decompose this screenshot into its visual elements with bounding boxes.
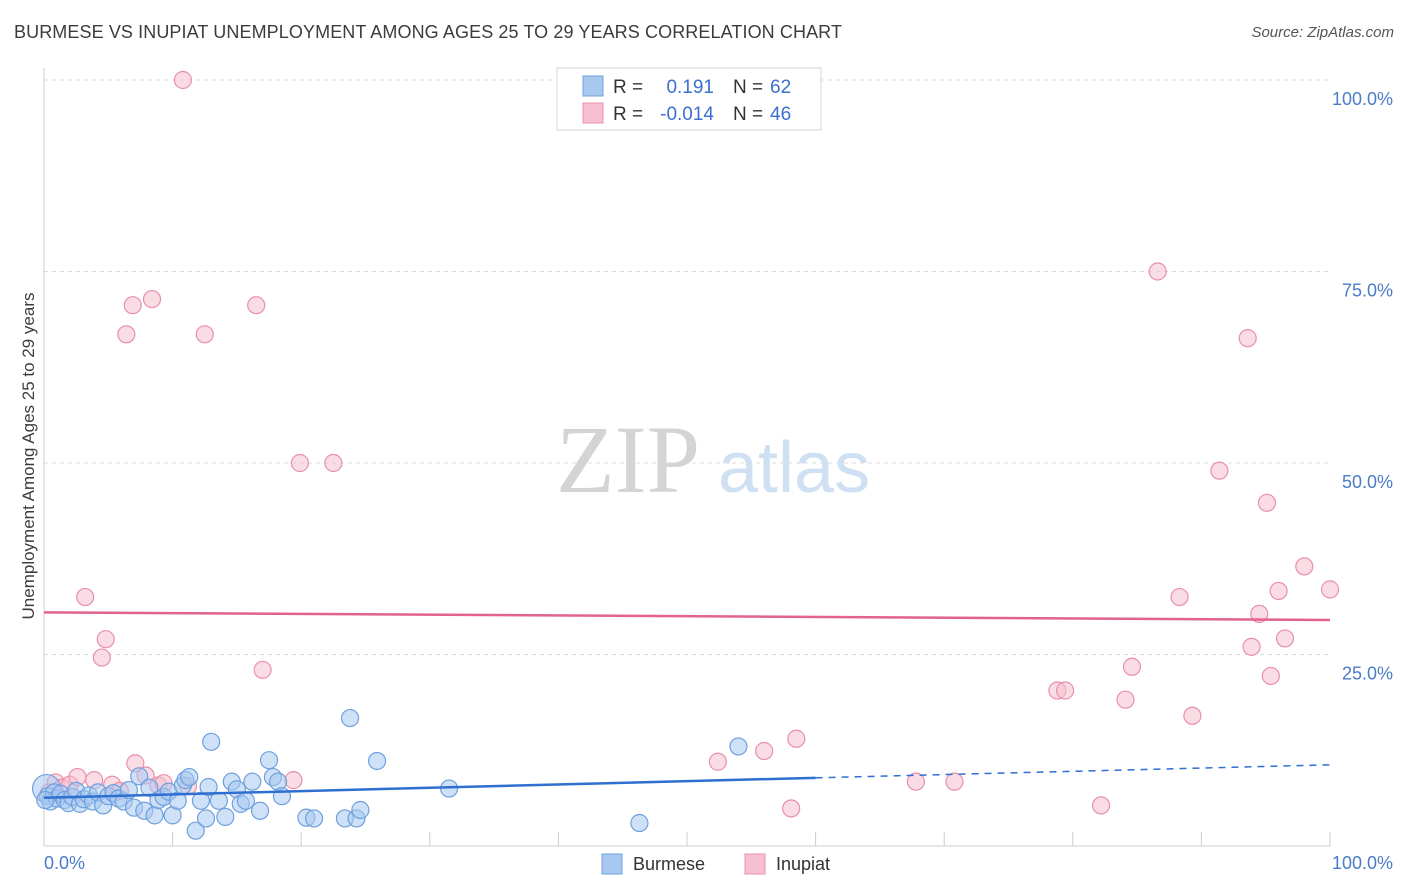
burmese-point (243, 772, 262, 791)
legend-r-label-burmese: R = (613, 77, 643, 98)
burmese-points (31, 708, 748, 840)
bottom-legend-label-burmese: Burmese (633, 854, 705, 874)
y-axis-label: Unemployment Among Ages 25 to 29 years (19, 293, 38, 620)
legend-swatch-burmese (582, 75, 604, 97)
inupiat-point (253, 660, 272, 679)
inupiat-point (1269, 581, 1288, 601)
inupiat-point (324, 453, 343, 473)
y-tick-labels: 25.0% 50.0% 75.0% 100.0% (1332, 89, 1393, 684)
bottom-legend-label-inupiat: Inupiat (776, 854, 830, 874)
inupiat-point (755, 741, 774, 761)
inupiat-point (906, 772, 926, 791)
inupiat-point (1091, 796, 1111, 815)
inupiat-point (1170, 587, 1189, 607)
inupiat-point (123, 296, 142, 315)
burmese-point (191, 791, 210, 810)
burmese-point (351, 800, 370, 820)
bottom-legend-swatch-burmese (601, 853, 623, 875)
inupiat-point (787, 729, 806, 748)
legend-r-label-inupiat: R = (613, 104, 643, 125)
burmese-point (140, 778, 159, 797)
legend-swatch-inupiat (582, 102, 604, 124)
burmese-point (202, 732, 221, 751)
inupiat-point (1295, 557, 1314, 576)
burmese-point (186, 821, 205, 840)
burmese-point (340, 708, 360, 728)
burmese-point (250, 801, 270, 820)
inupiat-point (173, 70, 192, 90)
burmese-trend-extension (815, 764, 1331, 779)
x-tick-label-min: 0.0% (44, 853, 85, 873)
burmese-point (199, 777, 218, 797)
inupiat-point (247, 296, 266, 315)
inupiat-point (92, 648, 111, 667)
legend-n-value-inupiat: 46 (770, 104, 791, 125)
y-tick-label-50: 50.0% (1342, 472, 1393, 492)
inupiat-point (1250, 604, 1269, 624)
gridlines (44, 79, 1330, 655)
burmese-point (216, 807, 235, 826)
legend-box: R = 0.191 N = 62 R = -0.014 N = 46 (556, 67, 822, 131)
watermark-atlas: atlas (718, 428, 870, 508)
x-tick-label-max: 100.0% (1332, 853, 1393, 873)
burmese-point (209, 791, 228, 810)
y-tick-label-100: 100.0% (1332, 89, 1393, 109)
source-label: Source: ZipAtlas.com (1251, 24, 1394, 41)
burmese-point (180, 767, 199, 787)
burmese-point (729, 737, 748, 756)
inupiat-point (117, 325, 136, 344)
inupiat-point (1261, 666, 1280, 686)
burmese-point (145, 806, 164, 825)
inupiat-point (1122, 657, 1142, 676)
trend-lines (43, 611, 1331, 799)
inupiat-point (1257, 493, 1277, 512)
legend-n-value-burmese: 62 (770, 77, 791, 98)
y-tick-label-25: 25.0% (1342, 664, 1393, 684)
burmese-point (36, 790, 55, 810)
inupiat-point (1116, 690, 1135, 709)
chart-title: BURMESE VS INUPIAT UNEMPLOYMENT AMONG AG… (14, 22, 843, 42)
watermark-zip: ZIP (556, 406, 700, 513)
inupiat-point (1242, 637, 1261, 656)
inupiat-point (195, 325, 214, 344)
burmese-point (236, 791, 256, 810)
burmese-point (259, 751, 279, 770)
inupiat-point (1275, 629, 1295, 648)
burmese-point (130, 767, 149, 786)
inupiat-point (284, 771, 303, 790)
burmese-trend-line (43, 776, 816, 799)
bottom-legend-swatch-inupiat (744, 853, 766, 875)
inupiat-point (142, 289, 162, 309)
x-tick-marks (43, 832, 1331, 846)
inupiat-point (945, 772, 964, 791)
inupiat-point (1148, 262, 1167, 281)
burmese-point (630, 813, 649, 833)
legend-n-label-burmese: N = (733, 77, 763, 98)
inupiat-point (96, 630, 115, 649)
legend-n-label-inupiat: N = (733, 104, 763, 125)
y-tick-label-75: 75.0% (1342, 281, 1393, 301)
inupiat-point (1210, 461, 1229, 480)
inupiat-point (76, 587, 95, 607)
inupiat-point (1320, 580, 1340, 599)
legend-r-value-burmese: 0.191 (666, 77, 714, 98)
burmese-point (196, 809, 216, 828)
burmese-point (367, 751, 387, 771)
inupiat-point (708, 752, 727, 771)
bottom-legend: Burmese Inupiat (601, 853, 830, 875)
burmese-point (304, 809, 324, 828)
inupiat-point (782, 799, 801, 818)
inupiat-point (1183, 706, 1202, 725)
legend-r-value-inupiat: -0.014 (660, 104, 714, 125)
inupiat-point (1238, 329, 1257, 348)
inupiat-trend-line (43, 611, 1331, 622)
inupiat-point (1055, 681, 1075, 700)
inupiat-point (290, 453, 310, 473)
